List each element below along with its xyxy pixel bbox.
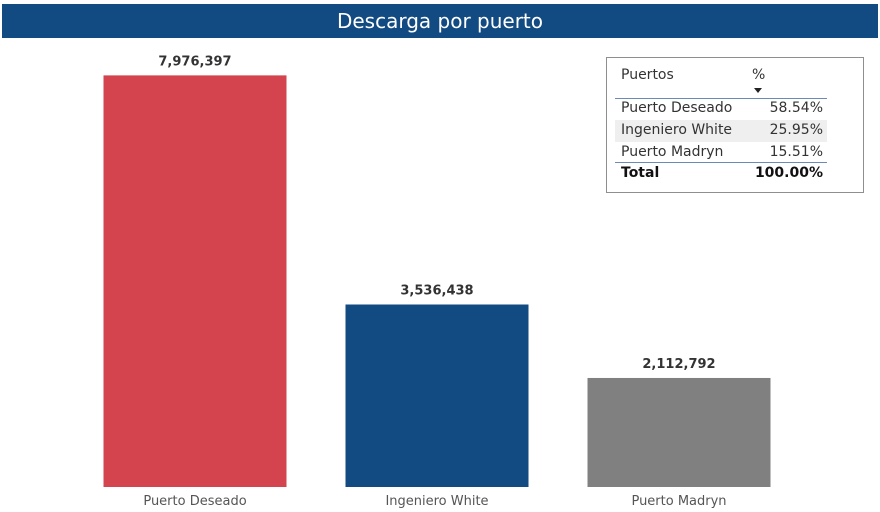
bar[interactable] <box>345 304 529 487</box>
table-row[interactable]: Puerto Madryn 15.51% <box>615 142 827 164</box>
data-label: 2,112,792 <box>642 357 715 372</box>
chart-title: Descarga por puerto <box>2 4 878 38</box>
x-tick-label: Ingeniero White <box>385 494 488 509</box>
row-pct: 15.51% <box>769 144 823 160</box>
percentage-table: Puertos % Puerto Deseado 58.54% Ingenier… <box>606 57 864 193</box>
sort-descending-icon[interactable] <box>754 88 762 93</box>
row-puerto: Ingeniero White <box>621 122 733 138</box>
table-header: Puertos % <box>615 66 827 99</box>
x-tick-label: Puerto Madryn <box>631 494 726 509</box>
bar[interactable] <box>587 377 771 487</box>
x-tick-label: Puerto Deseado <box>143 494 246 509</box>
column-header-pct[interactable]: % <box>752 67 766 83</box>
bar[interactable] <box>103 75 287 487</box>
table-row[interactable]: Ingeniero White 25.95% <box>615 120 827 142</box>
row-pct: 25.95% <box>769 122 823 138</box>
data-label: 7,976,397 <box>158 54 231 69</box>
table-row[interactable]: Puerto Deseado 58.54% <box>615 98 827 120</box>
row-puerto: Puerto Madryn <box>621 144 724 160</box>
table-total-row: Total 100.00% <box>615 162 827 185</box>
total-label: Total <box>621 165 660 181</box>
data-label: 3,536,438 <box>400 284 473 299</box>
row-pct: 58.54% <box>769 100 823 116</box>
row-puerto: Puerto Deseado <box>621 100 733 116</box>
total-pct: 100.00% <box>754 165 823 181</box>
column-header-puertos[interactable]: Puertos <box>621 67 674 83</box>
